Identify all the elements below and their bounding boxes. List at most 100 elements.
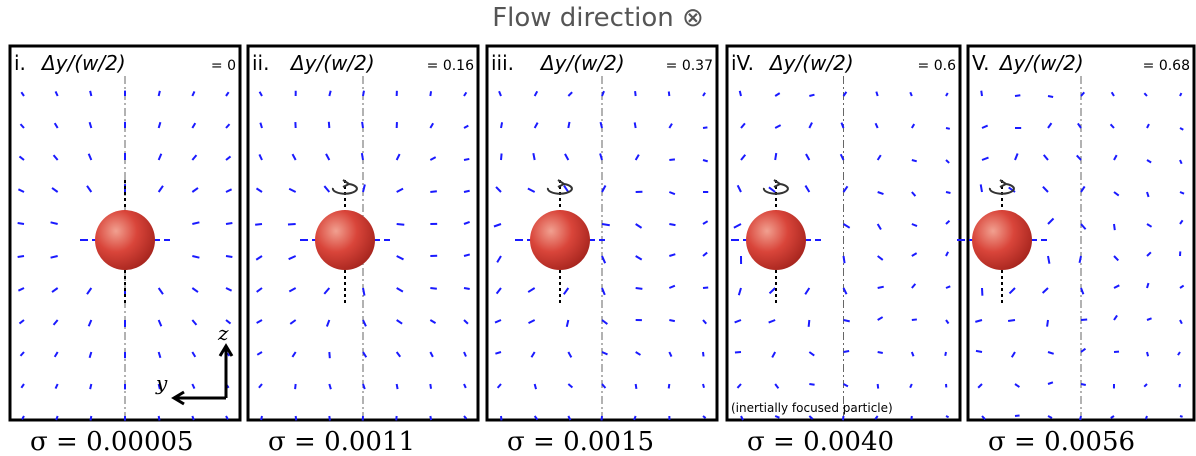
- field-vector: [982, 158, 988, 160]
- field-vector: [1081, 384, 1086, 385]
- field-vector: [912, 224, 917, 226]
- field-vector: [528, 288, 534, 292]
- field-vector: [56, 384, 58, 389]
- field-vector: [226, 156, 231, 160]
- field-vector: [464, 384, 466, 388]
- field-vector: [1147, 318, 1152, 320]
- panel-label: iV.: [731, 51, 754, 75]
- field-vector: [192, 91, 194, 96]
- field-vector: [669, 254, 675, 256]
- field-vector: [1114, 285, 1119, 288]
- field-vector: [496, 187, 501, 192]
- field-vector: [1048, 352, 1054, 354]
- field-vector: [289, 256, 296, 259]
- offset-formula: Δy/(w/2): [40, 51, 126, 75]
- field-vector: [878, 352, 883, 353]
- field-vector: [912, 284, 916, 288]
- field-vector: [809, 352, 814, 356]
- rotation-arrow: [333, 180, 357, 194]
- axis-arrows: [174, 346, 232, 404]
- field-vector: [329, 384, 331, 389]
- field-vector: [775, 93, 780, 96]
- field-vector: [226, 124, 230, 128]
- field-vector: [192, 288, 198, 292]
- field-vector: [260, 123, 262, 128]
- field-vector: [192, 384, 194, 389]
- field-vector: [844, 256, 845, 263]
- sigma: σ = 0.0015: [507, 427, 654, 456]
- field-vector: [806, 154, 809, 160]
- rotation-arrow: [990, 180, 1014, 194]
- field-vector: [636, 155, 639, 160]
- field-vector: [495, 352, 501, 354]
- field-vector: [946, 93, 948, 96]
- field-vector: [363, 288, 364, 296]
- field-vector: [535, 123, 538, 128]
- field-vector: [494, 224, 501, 226]
- rotation-arrow: [764, 180, 788, 194]
- field-vector: [636, 352, 641, 355]
- field-vector: [805, 288, 809, 294]
- field-vector: [737, 384, 741, 388]
- field-vector: [529, 320, 535, 323]
- field-vector: [1048, 219, 1054, 224]
- field-vector: [878, 287, 884, 288]
- field-vector: [159, 122, 161, 128]
- field-vector: [90, 416, 91, 420]
- field-vector: [90, 352, 92, 358]
- field-vector: [876, 123, 878, 128]
- field-vector: [568, 352, 571, 357]
- field-vector: [430, 416, 431, 420]
- field-vector: [1147, 192, 1149, 197]
- field-vector: [87, 288, 91, 294]
- offset-value: = 0.16: [427, 58, 474, 74]
- field-vector: [564, 288, 569, 294]
- field-vector: [703, 416, 706, 418]
- field-vector: [430, 191, 437, 192]
- field-vector: [844, 384, 848, 386]
- field-vector: [464, 320, 468, 324]
- field-vector: [397, 256, 404, 259]
- field-vector: [841, 123, 843, 128]
- field-vector: [1180, 220, 1183, 224]
- field-vector: [772, 352, 775, 357]
- field-vector: [568, 122, 569, 128]
- offset-formula: Δy/(w/2): [539, 51, 625, 75]
- field-vector: [329, 91, 330, 96]
- field-vector: [464, 159, 469, 160]
- rotation-arrow: [548, 180, 572, 194]
- field-vector: [324, 288, 329, 294]
- field-vector: [769, 320, 776, 323]
- field-vector: [568, 384, 572, 388]
- field-vector: [1144, 93, 1147, 96]
- field-vector: [362, 153, 363, 160]
- field-vector: [159, 91, 160, 96]
- field-vector: [878, 384, 879, 389]
- field-vector: [260, 92, 262, 96]
- field-vector: [430, 123, 433, 128]
- field-vector: [775, 153, 776, 160]
- field-vector: [844, 320, 850, 321]
- field-vector: [809, 384, 814, 385]
- field-vector: [20, 352, 24, 356]
- field-vector: [740, 91, 741, 96]
- panel: iii.Δy/(w/2)= 0.37σ = 0.0015: [487, 46, 717, 456]
- field-vector: [226, 92, 229, 96]
- field-vector: [329, 416, 330, 421]
- particle: [972, 210, 1032, 270]
- field-vector: [56, 91, 58, 96]
- field-vector: [226, 256, 232, 257]
- field-vector: [635, 91, 636, 96]
- field-vector: [669, 224, 675, 225]
- field-vector: [528, 188, 535, 192]
- field-vector: [192, 123, 195, 128]
- field-vector: [981, 184, 982, 192]
- field-vector: [946, 252, 948, 256]
- field-vector: [703, 253, 707, 256]
- field-vector: [256, 256, 262, 260]
- offset-value: = 0: [211, 58, 236, 74]
- field-vector: [1147, 224, 1152, 227]
- field-vector: [192, 222, 199, 224]
- field-vector: [1044, 155, 1048, 160]
- field-vector: [703, 127, 707, 128]
